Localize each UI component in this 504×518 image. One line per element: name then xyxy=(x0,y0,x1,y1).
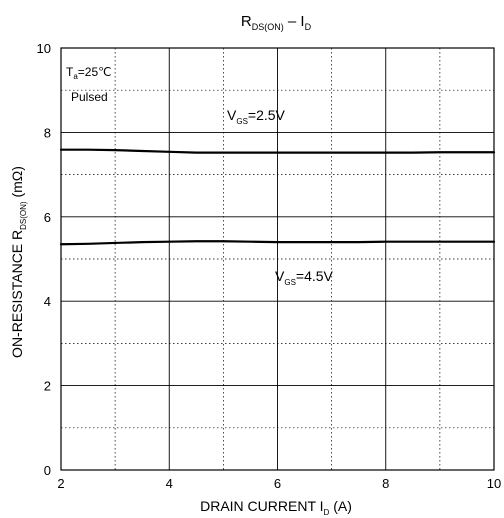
x-tick-label: 4 xyxy=(166,476,173,491)
x-tick-label: 2 xyxy=(57,476,64,491)
chart-title: RDS(ON) – ID xyxy=(241,13,312,32)
series-label-main: V xyxy=(227,107,237,123)
plot-frame xyxy=(60,47,495,471)
ta-annotation: Ta=25℃ xyxy=(66,65,112,81)
title-main: R xyxy=(241,13,252,30)
x-tick-label: 6 xyxy=(274,476,281,491)
ta-sub: a xyxy=(73,72,78,81)
x-axis-label-main: DRAIN CURRENT I xyxy=(200,498,323,514)
series-label-main: V xyxy=(275,268,285,284)
series-label-vgs-2-5: VGS=2.5V xyxy=(227,107,286,126)
series-label-value: =2.5V xyxy=(248,107,286,123)
y-axis-label-unit: (mΩ) xyxy=(9,166,25,201)
title-id: I xyxy=(300,13,304,30)
x-tick-labels: 2 4 6 8 10 xyxy=(57,476,501,491)
ta-main: T xyxy=(66,65,74,79)
title-sep: – xyxy=(284,13,301,30)
y-tick-label: 8 xyxy=(44,125,51,140)
y-tick-label: 10 xyxy=(37,41,51,56)
series-label-sub: GS xyxy=(236,117,248,126)
ta-value: =25℃ xyxy=(78,65,112,79)
series-line-0 xyxy=(59,148,496,154)
y-tick-label: 2 xyxy=(44,379,51,394)
y-axis-label-sub: DS(ON) xyxy=(19,201,28,230)
x-axis-label-sub: D xyxy=(324,508,330,517)
title-main-sub: DS(ON) xyxy=(252,22,284,32)
y-tick-labels: 0 2 4 6 8 10 xyxy=(37,41,51,478)
y-axis-label: ON-RESISTANCE RDS(ON) (mΩ) xyxy=(9,166,28,358)
x-tick-label: 8 xyxy=(382,476,389,491)
y-tick-label: 6 xyxy=(44,210,51,225)
y-axis-label-main: ON-RESISTANCE R xyxy=(9,230,25,358)
series-label-sub: GS xyxy=(284,278,296,287)
series-line-1 xyxy=(59,240,496,246)
x-tick-label: 10 xyxy=(487,476,501,491)
x-axis-label: DRAIN CURRENT ID (A) xyxy=(200,498,352,517)
x-axis-label-unit: (A) xyxy=(329,498,352,514)
series-label-value: =4.5V xyxy=(296,268,334,284)
y-tick-label: 0 xyxy=(44,463,51,478)
title-id-sub: D xyxy=(305,22,312,32)
series-label-vgs-4-5: VGS=4.5V xyxy=(275,268,334,287)
y-tick-label: 4 xyxy=(44,294,51,309)
series-group xyxy=(59,148,496,246)
pulsed-annotation: Pulsed xyxy=(71,90,108,104)
grid xyxy=(61,48,494,470)
